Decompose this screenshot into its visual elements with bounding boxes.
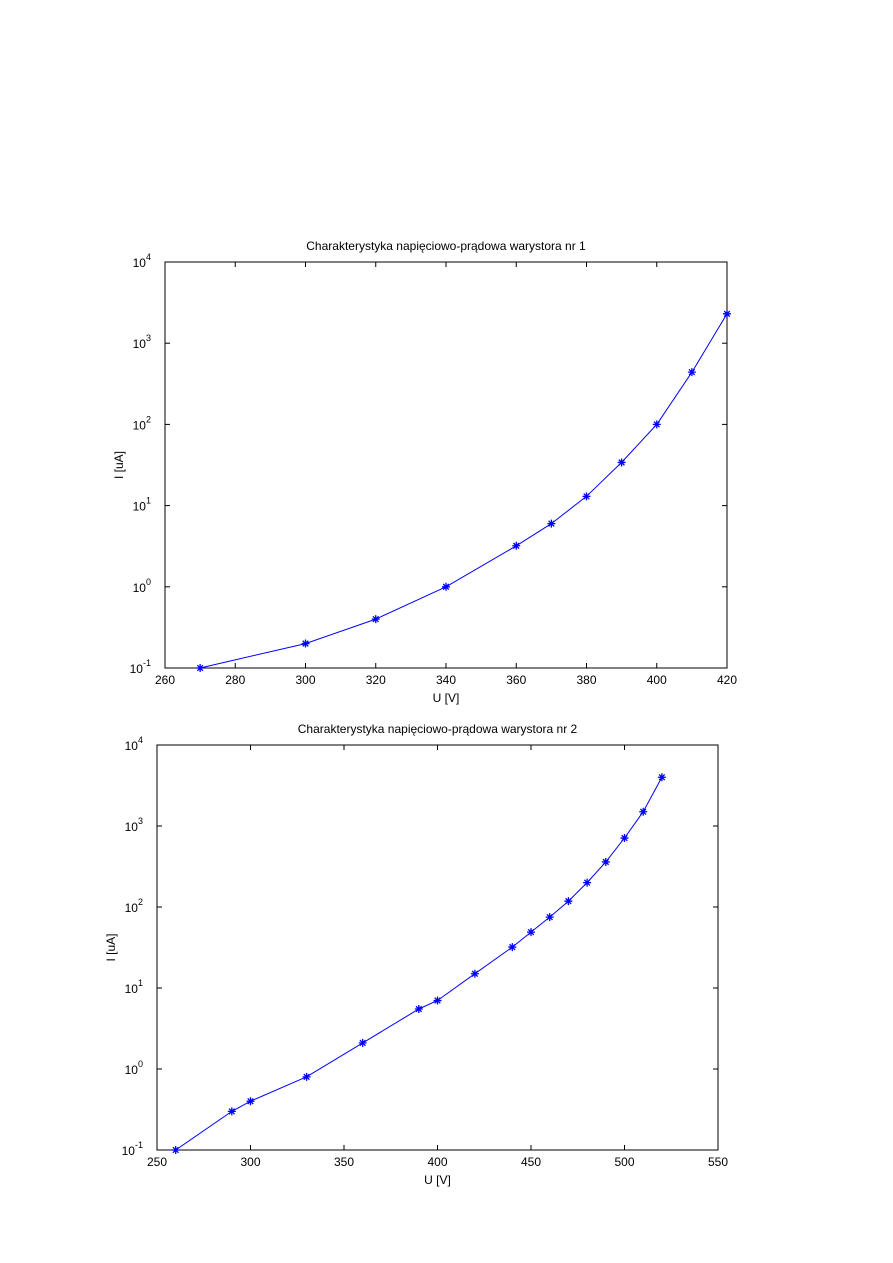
y-tick-label: 102 <box>133 414 151 432</box>
y-tick-exponent: -1 <box>143 658 151 668</box>
y-tick-exponent: 2 <box>138 897 143 907</box>
x-axis-label: U [V] <box>424 1173 451 1187</box>
data-point <box>442 582 450 591</box>
x-tick-label: 450 <box>521 1155 541 1169</box>
y-tick-label: 10-1 <box>122 1140 143 1158</box>
data-point <box>601 857 610 866</box>
data-point <box>433 996 442 1005</box>
y-tick-exponent: 0 <box>138 1059 143 1069</box>
x-tick-label: 550 <box>708 1155 728 1169</box>
y-tick-base: 10 <box>133 500 147 514</box>
data-point <box>227 1107 236 1116</box>
x-tick-label: 350 <box>334 1155 354 1169</box>
data-point <box>657 773 666 782</box>
x-axis-label: U [V] <box>433 691 460 705</box>
x-tick-label: 300 <box>240 1155 260 1169</box>
data-point <box>723 309 731 318</box>
y-tick-label: 103 <box>133 333 151 351</box>
x-tick-label: 340 <box>436 673 456 687</box>
data-point <box>620 834 629 843</box>
x-tick-label: 380 <box>576 673 596 687</box>
data-point <box>301 639 310 648</box>
y-tick-label: 103 <box>125 816 143 834</box>
x-tick-label: 420 <box>717 673 737 687</box>
data-point <box>652 420 661 429</box>
y-tick-base: 10 <box>125 739 139 753</box>
data-point <box>527 928 535 937</box>
y-tick-exponent: 2 <box>146 414 151 424</box>
y-tick-label: 100 <box>133 577 151 595</box>
data-point <box>470 969 479 978</box>
y-tick-base: 10 <box>130 662 144 676</box>
y-tick-label: 101 <box>125 978 143 996</box>
y-tick-base: 10 <box>133 256 147 270</box>
data-point <box>687 368 696 377</box>
data-point <box>547 519 556 528</box>
y-tick-base: 10 <box>133 337 147 351</box>
data-point <box>358 1038 367 1047</box>
y-tick-exponent: 1 <box>146 496 151 506</box>
x-tick-label: 300 <box>295 673 315 687</box>
x-tick-label: 400 <box>427 1155 447 1169</box>
y-tick-exponent: 3 <box>146 333 151 343</box>
y-axis-label: I [uA] <box>112 451 126 479</box>
data-point <box>414 1005 423 1014</box>
y-tick-base: 10 <box>125 901 139 915</box>
data-point <box>246 1097 255 1106</box>
y-tick-exponent: 4 <box>146 252 151 262</box>
data-point <box>302 1072 311 1081</box>
y-tick-label: 101 <box>133 496 151 514</box>
y-tick-exponent: 1 <box>138 978 143 988</box>
data-point <box>564 897 573 906</box>
data-point <box>508 943 517 952</box>
y-axis-label: I [uA] <box>104 933 118 961</box>
data-point <box>171 1146 180 1154</box>
x-tick-label: 250 <box>147 1155 167 1169</box>
y-tick-base: 10 <box>125 1063 139 1077</box>
data-line <box>175 776 663 1151</box>
y-tick-base: 10 <box>125 820 139 834</box>
y-tick-base: 10 <box>133 581 147 595</box>
data-point <box>512 541 521 550</box>
data-point <box>371 615 380 624</box>
x-tick-label: 360 <box>506 673 526 687</box>
x-tick-label: 260 <box>155 673 175 687</box>
x-tick-label: 320 <box>366 673 386 687</box>
data-line <box>199 313 728 669</box>
y-tick-label: 100 <box>125 1059 143 1077</box>
y-tick-label: 104 <box>125 735 143 753</box>
y-tick-base: 10 <box>133 418 147 432</box>
data-point <box>639 807 648 816</box>
x-tick-label: 400 <box>647 673 667 687</box>
plot-area <box>164 261 728 669</box>
chart-title: Charakterystyka napięciowo-prądowa warys… <box>298 722 578 736</box>
data-point <box>582 492 591 501</box>
y-tick-label: 104 <box>133 252 151 270</box>
y-tick-base: 10 <box>122 1144 136 1158</box>
data-point <box>583 878 592 887</box>
y-tick-exponent: 0 <box>146 577 151 587</box>
x-tick-label: 500 <box>614 1155 634 1169</box>
y-tick-base: 10 <box>125 982 139 996</box>
x-tick-label: 280 <box>225 673 245 687</box>
y-tick-exponent: 4 <box>138 735 143 745</box>
y-tick-label: 10-1 <box>130 658 151 676</box>
data-point <box>545 913 554 922</box>
data-point <box>617 458 626 467</box>
y-tick-exponent: 3 <box>138 816 143 826</box>
chart-title: Charakterystyka napięciowo-prądowa warys… <box>306 239 586 253</box>
y-tick-label: 102 <box>125 897 143 915</box>
plot-area <box>156 744 719 1151</box>
y-tick-exponent: -1 <box>135 1140 143 1150</box>
data-point <box>196 664 205 672</box>
